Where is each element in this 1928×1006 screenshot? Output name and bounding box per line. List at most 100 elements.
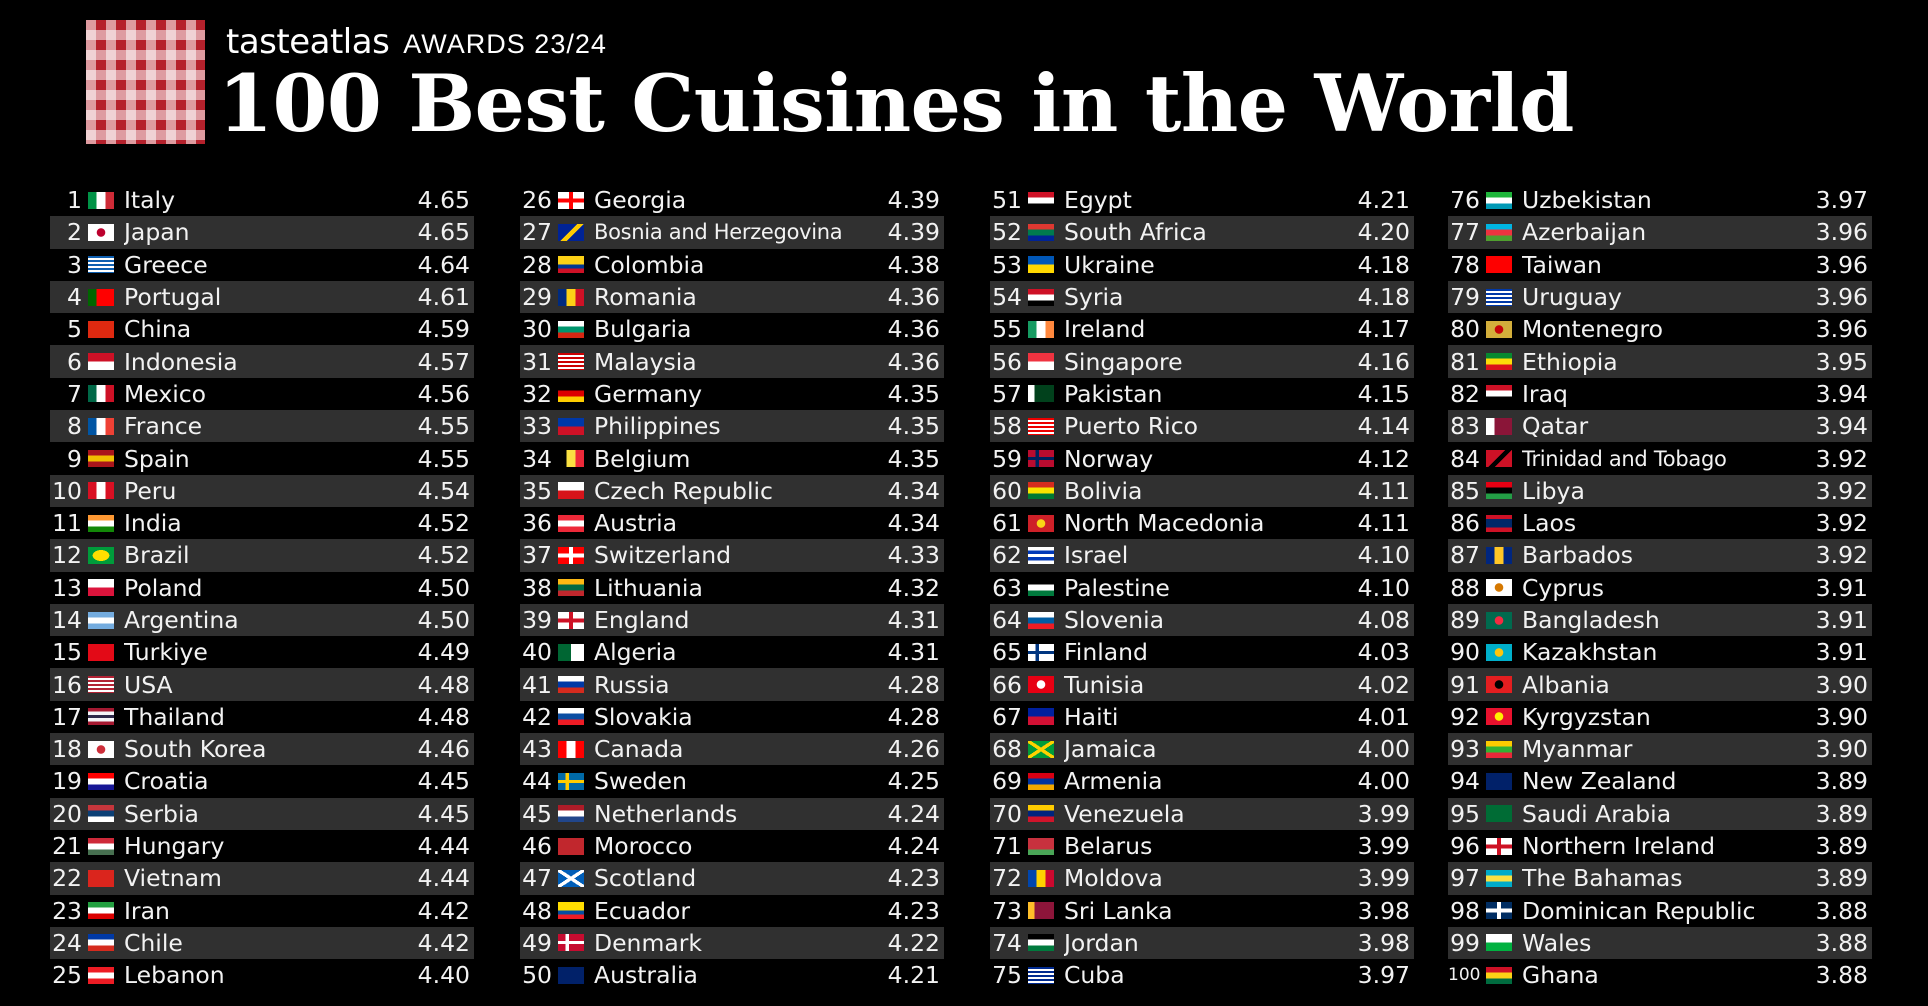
ranking-row: 51 Egypt 4.21 bbox=[990, 184, 1414, 216]
rank-number: 72 bbox=[992, 864, 1022, 893]
ranking-row: 97 The Bahamas 3.89 bbox=[1448, 862, 1872, 895]
rating-score: 4.35 bbox=[887, 444, 940, 473]
rank-number: 98 bbox=[1450, 896, 1480, 925]
country-name: Brazil bbox=[124, 541, 190, 570]
rating-score: 4.55 bbox=[417, 444, 470, 473]
rank-number: 22 bbox=[52, 864, 82, 893]
flag-icon bbox=[88, 934, 114, 952]
rank-number: 65 bbox=[992, 638, 1022, 667]
flag-icon bbox=[558, 611, 584, 629]
country-name: Belgium bbox=[594, 444, 691, 473]
flag-icon bbox=[1028, 837, 1054, 855]
rating-score: 4.50 bbox=[417, 573, 470, 602]
country-name: Libya bbox=[1522, 476, 1585, 505]
rating-score: 3.96 bbox=[1815, 283, 1868, 312]
rating-score: 3.99 bbox=[1357, 864, 1410, 893]
rank-number: 23 bbox=[52, 896, 82, 925]
flag-icon bbox=[558, 385, 584, 403]
rating-score: 4.32 bbox=[887, 573, 940, 602]
ranking-row: 76 Uzbekistan 3.97 bbox=[1448, 184, 1872, 216]
country-name: Australia bbox=[594, 961, 698, 990]
country-name: Singapore bbox=[1064, 347, 1183, 376]
flag-icon bbox=[558, 837, 584, 855]
ranking-row: 63 Palestine 4.10 bbox=[990, 572, 1414, 604]
rank-number: 74 bbox=[992, 928, 1022, 957]
rating-score: 4.18 bbox=[1357, 283, 1410, 312]
ranking-row: 57 Pakistan 4.15 bbox=[990, 378, 1414, 410]
awards-label: AWARDS 23/24 bbox=[403, 29, 607, 59]
rating-score: 4.16 bbox=[1357, 347, 1410, 376]
ranking-row: 15 Turkiye 4.49 bbox=[50, 636, 474, 668]
country-name: Iran bbox=[124, 896, 170, 925]
ranking-row: 55 Ireland 4.17 bbox=[990, 313, 1414, 345]
rating-score: 4.24 bbox=[887, 832, 940, 861]
country-name: Ethiopia bbox=[1522, 347, 1618, 376]
flag-icon bbox=[1028, 353, 1054, 371]
rating-score: 4.48 bbox=[417, 702, 470, 731]
country-name: Bulgaria bbox=[594, 315, 692, 344]
country-name: Laos bbox=[1522, 509, 1577, 538]
ranking-row: 71 Belarus 3.99 bbox=[990, 830, 1414, 862]
country-name: Peru bbox=[124, 476, 177, 505]
brand-line: tasteatlas AWARDS 23/24 bbox=[226, 22, 607, 62]
rating-score: 3.91 bbox=[1815, 638, 1868, 667]
rank-number: 24 bbox=[52, 928, 82, 957]
country-name: Poland bbox=[124, 573, 203, 602]
rank-number: 70 bbox=[992, 799, 1022, 828]
rating-score: 4.35 bbox=[887, 379, 940, 408]
flag-icon bbox=[1486, 869, 1512, 887]
rating-score: 4.35 bbox=[887, 412, 940, 441]
ranking-row: 28 Colombia 4.38 bbox=[520, 249, 944, 281]
country-name: Sri Lanka bbox=[1064, 896, 1173, 925]
rating-score: 3.89 bbox=[1815, 864, 1868, 893]
ranking-row: 74 Jordan 3.98 bbox=[990, 926, 1414, 960]
rating-score: 3.90 bbox=[1815, 670, 1868, 699]
rating-score: 4.65 bbox=[417, 218, 470, 247]
country-name: Indonesia bbox=[124, 347, 238, 376]
flag-icon bbox=[1028, 740, 1054, 758]
rank-number: 80 bbox=[1450, 315, 1480, 344]
flag-icon bbox=[1486, 740, 1512, 758]
rating-score: 3.92 bbox=[1815, 509, 1868, 538]
ranking-row: 83 Qatar 3.94 bbox=[1448, 410, 1872, 443]
country-name: Slovakia bbox=[594, 702, 693, 731]
ranking-row: 80 Montenegro 3.96 bbox=[1448, 313, 1872, 345]
ranking-row: 61 North Macedonia 4.11 bbox=[990, 507, 1414, 539]
country-name: Portugal bbox=[124, 283, 222, 312]
ranking-row: 69 Armenia 4.00 bbox=[990, 765, 1414, 797]
country-name: Uruguay bbox=[1522, 283, 1622, 312]
flag-icon bbox=[1028, 450, 1054, 468]
flag-icon bbox=[558, 579, 584, 597]
flag-icon bbox=[558, 869, 584, 887]
ranking-row: 59 Norway 4.12 bbox=[990, 442, 1414, 474]
flag-icon bbox=[558, 191, 584, 209]
rank-number: 10 bbox=[52, 476, 82, 505]
flag-icon bbox=[1486, 256, 1512, 274]
rating-score: 4.22 bbox=[887, 928, 940, 957]
rating-score: 4.23 bbox=[887, 896, 940, 925]
country-name: Argentina bbox=[124, 606, 239, 634]
rank-number: 17 bbox=[52, 702, 82, 731]
flag-icon bbox=[1486, 353, 1512, 371]
country-name: Colombia bbox=[594, 250, 705, 279]
flag-icon bbox=[1028, 902, 1054, 920]
rating-score: 4.52 bbox=[417, 509, 470, 538]
country-name: Sweden bbox=[594, 767, 687, 796]
rank-number: 79 bbox=[1450, 283, 1480, 312]
rank-number: 38 bbox=[522, 573, 552, 602]
ranking-row: 93 Myanmar 3.90 bbox=[1448, 733, 1872, 766]
country-name: Malaysia bbox=[594, 347, 697, 376]
rank-number: 93 bbox=[1450, 735, 1480, 764]
ranking-row: 86 Laos 3.92 bbox=[1448, 507, 1872, 539]
rating-score: 4.39 bbox=[887, 186, 940, 215]
flag-icon bbox=[1028, 579, 1054, 597]
flag-icon bbox=[1028, 869, 1054, 887]
flag-icon bbox=[1028, 514, 1054, 532]
rank-number: 53 bbox=[992, 250, 1022, 279]
country-name: Philippines bbox=[594, 412, 721, 441]
rating-score: 3.89 bbox=[1815, 799, 1868, 828]
rank-number: 47 bbox=[522, 864, 552, 893]
rating-score: 4.21 bbox=[1357, 186, 1410, 215]
ranking-row: 79 Uruguay 3.96 bbox=[1448, 280, 1872, 314]
rating-score: 4.49 bbox=[417, 638, 470, 667]
